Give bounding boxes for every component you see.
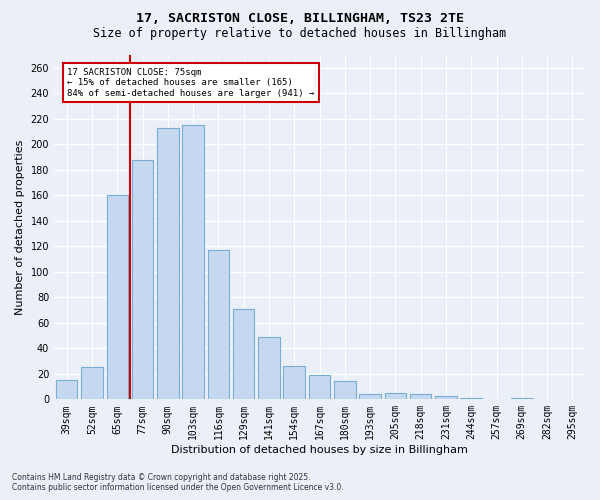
Bar	[56, 380, 77, 400]
Bar	[410, 394, 431, 400]
Text: Contains HM Land Registry data © Crown copyright and database right 2025.
Contai: Contains HM Land Registry data © Crown c…	[12, 473, 344, 492]
Text: Size of property relative to detached houses in Billingham: Size of property relative to detached ho…	[94, 28, 506, 40]
Bar	[334, 382, 356, 400]
Bar	[258, 337, 280, 400]
Bar	[309, 375, 330, 400]
Bar	[107, 196, 128, 400]
Bar	[435, 396, 457, 400]
Bar	[359, 394, 381, 400]
Bar	[233, 309, 254, 400]
Bar	[81, 368, 103, 400]
Text: 17, SACRISTON CLOSE, BILLINGHAM, TS23 2TE: 17, SACRISTON CLOSE, BILLINGHAM, TS23 2T…	[136, 12, 464, 26]
Bar	[460, 398, 482, 400]
Bar	[208, 250, 229, 400]
Bar	[511, 398, 533, 400]
Bar	[283, 366, 305, 400]
Bar	[157, 128, 179, 400]
X-axis label: Distribution of detached houses by size in Billingham: Distribution of detached houses by size …	[171, 445, 468, 455]
Text: 17 SACRISTON CLOSE: 75sqm
← 15% of detached houses are smaller (165)
84% of semi: 17 SACRISTON CLOSE: 75sqm ← 15% of detac…	[67, 68, 314, 98]
Bar	[182, 125, 204, 400]
Bar	[385, 393, 406, 400]
Y-axis label: Number of detached properties: Number of detached properties	[15, 140, 25, 315]
Bar	[132, 160, 153, 400]
